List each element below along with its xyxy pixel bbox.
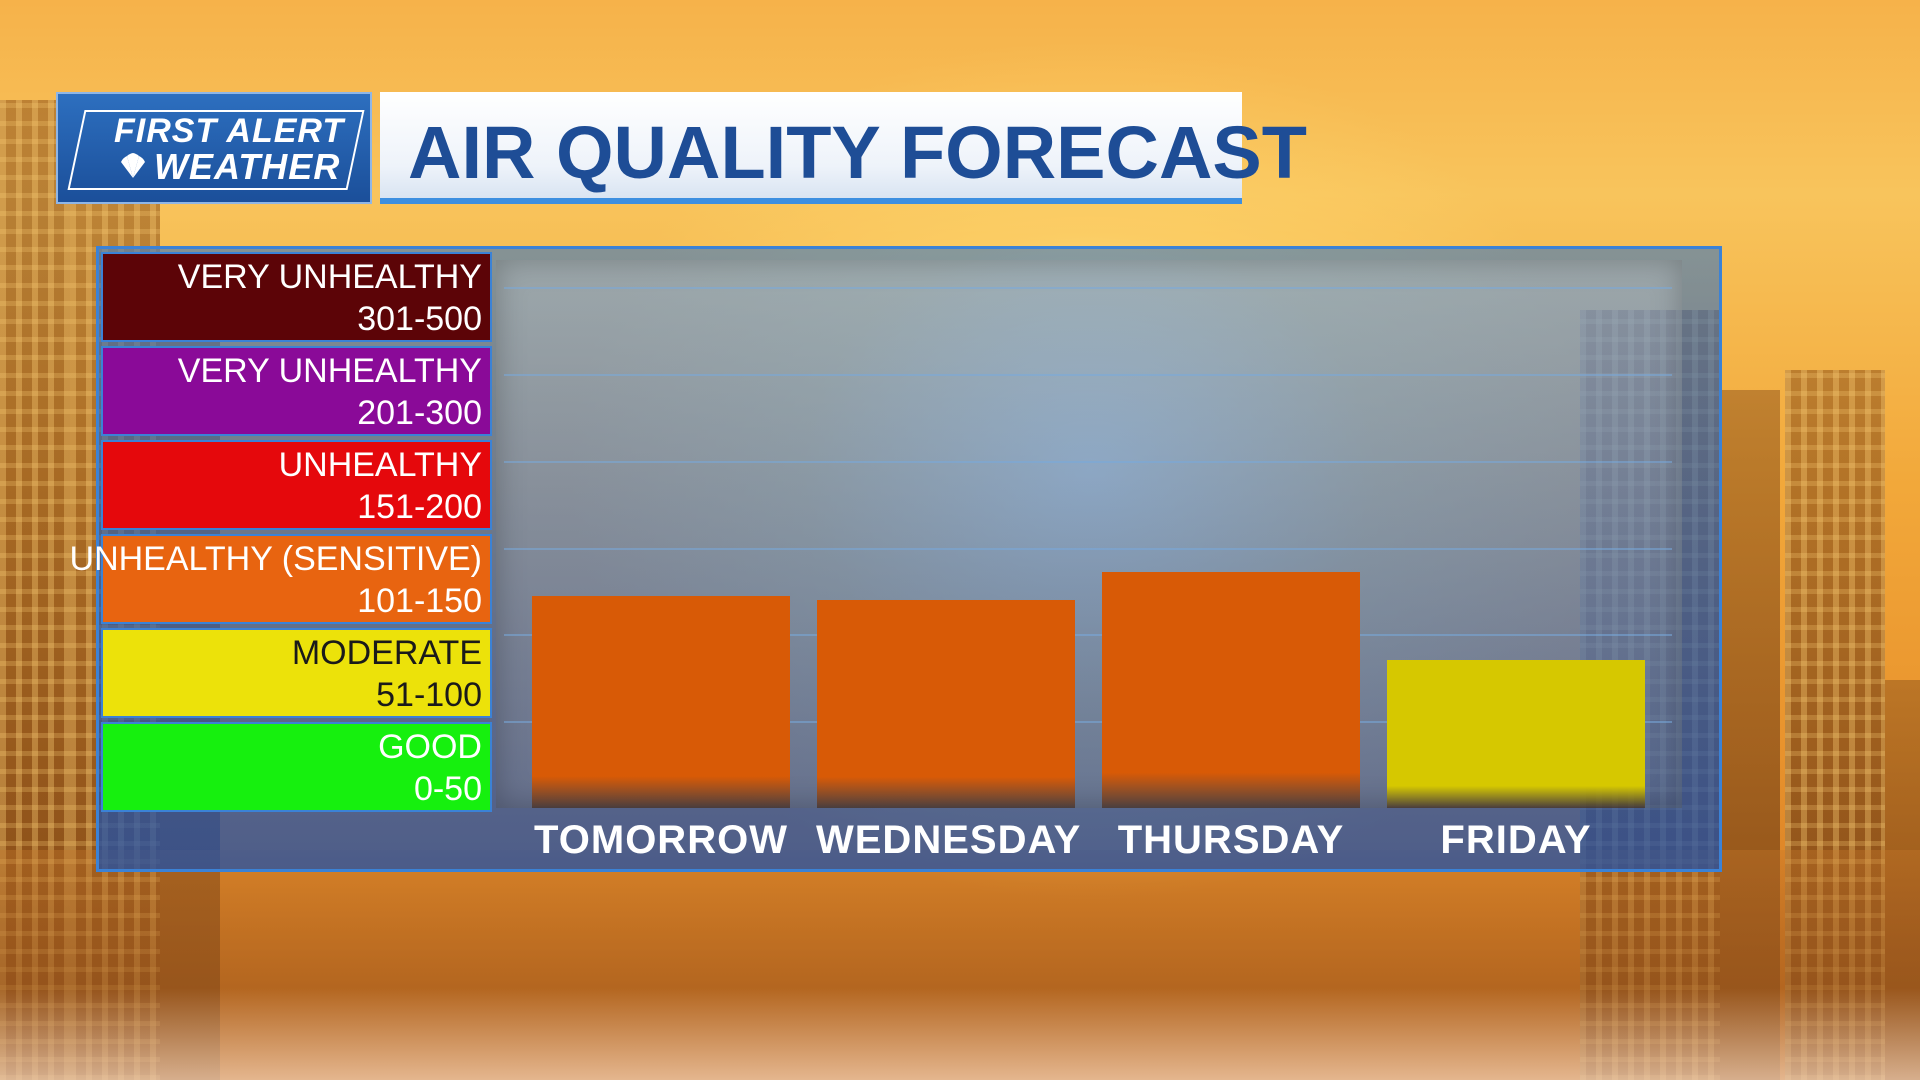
legend-item-name: VERY UNHEALTHY bbox=[177, 258, 482, 296]
legend-item-name: VERY UNHEALTHY bbox=[177, 352, 482, 390]
legend-item: UNHEALTHY 151-200 bbox=[101, 440, 492, 530]
legend-item-range: 51-100 bbox=[376, 676, 482, 714]
bar-tomorrow bbox=[532, 596, 790, 808]
gridline bbox=[504, 374, 1672, 377]
legend-item-name: UNHEALTHY bbox=[278, 446, 482, 484]
legend-item-range: 151-200 bbox=[357, 488, 482, 526]
legend-item-name: UNHEALTHY (SENSITIVE) bbox=[69, 540, 482, 578]
x-label-tomorrow: TOMORROW bbox=[534, 818, 788, 862]
peacock-icon bbox=[121, 153, 145, 178]
gridline bbox=[504, 721, 1672, 724]
legend-item: VERY UNHEALTHY 201-300 bbox=[101, 346, 492, 436]
legend-item-range: 0-50 bbox=[413, 770, 482, 808]
x-label-wednesday: WEDNESDAY bbox=[816, 818, 1082, 862]
page-title: AIR QUALITY FORECAST bbox=[408, 111, 1307, 194]
title-banner: AIR QUALITY FORECAST bbox=[380, 92, 1307, 204]
gridline bbox=[504, 547, 1672, 550]
legend-item: MODERATE 51-100 bbox=[101, 628, 492, 718]
legend-item-range: 101-150 bbox=[357, 582, 482, 620]
x-label-friday: FRIDAY bbox=[1440, 818, 1592, 862]
legend-item-name: GOOD bbox=[378, 728, 482, 766]
legend-item: GOOD 0-50 bbox=[101, 722, 492, 812]
logo-line1: FIRST ALERT bbox=[114, 112, 345, 150]
legend-item-name: MODERATE bbox=[291, 634, 482, 672]
legend-item: VERY UNHEALTHY 301-500 bbox=[101, 252, 492, 342]
logo-line2: WEATHER bbox=[154, 146, 341, 187]
plot-area bbox=[496, 260, 1682, 808]
bar-thursday bbox=[1102, 571, 1360, 808]
legend-item: UNHEALTHY (SENSITIVE) 101-150 bbox=[70, 534, 492, 624]
gridline bbox=[504, 460, 1672, 463]
legend-item-range: 301-500 bbox=[357, 300, 482, 338]
gridline bbox=[504, 287, 1672, 290]
x-label-thursday: THURSDAY bbox=[1117, 818, 1345, 862]
bar-friday bbox=[1387, 660, 1645, 808]
legend-item-range: 201-300 bbox=[357, 394, 482, 432]
first-alert-weather-logo: FIRST ALERT WEATHER bbox=[56, 92, 372, 204]
bar-wednesday bbox=[817, 599, 1075, 808]
gridline bbox=[504, 634, 1672, 637]
